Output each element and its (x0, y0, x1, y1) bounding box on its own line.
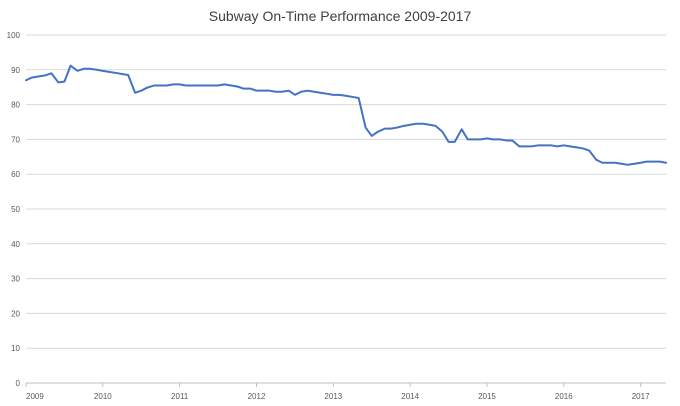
y-tick-label: 80 (11, 101, 20, 110)
x-axis-ticks: 2009 2010 2011 2012 2013 2014 2015 2016 2017 (25, 383, 650, 401)
x-tick-label: 2015 (478, 392, 496, 401)
y-tick-label: 40 (11, 240, 20, 249)
x-tick-label: 2017 (632, 392, 650, 401)
y-tick-label: 60 (11, 170, 20, 179)
x-tick-label: 2009 (26, 392, 44, 401)
x-tick-label: 2016 (555, 392, 573, 401)
chart-title: Subway On-Time Performance 2009-2017 (209, 8, 472, 24)
y-axis-ticks: 0 10 20 30 40 50 60 70 80 90 100 (7, 31, 21, 388)
y-tick-label: 90 (11, 66, 20, 75)
y-tick-label: 30 (11, 275, 20, 284)
y-tick-label: 70 (11, 135, 20, 144)
y-tick-label: 10 (11, 344, 20, 353)
y-tick-label: 100 (7, 31, 21, 40)
x-tick-label: 2014 (401, 392, 419, 401)
x-tick-label: 2011 (171, 392, 189, 401)
x-tick-label: 2012 (248, 392, 266, 401)
x-tick-label: 2010 (94, 392, 112, 401)
y-tick-label: 0 (16, 379, 21, 388)
y-tick-label: 50 (11, 205, 20, 214)
x-tick-label: 2013 (324, 392, 342, 401)
series-line-0 (25, 64, 667, 166)
y-tick-label: 20 (11, 309, 20, 318)
gridlines (26, 34, 666, 349)
series-group (25, 64, 667, 166)
